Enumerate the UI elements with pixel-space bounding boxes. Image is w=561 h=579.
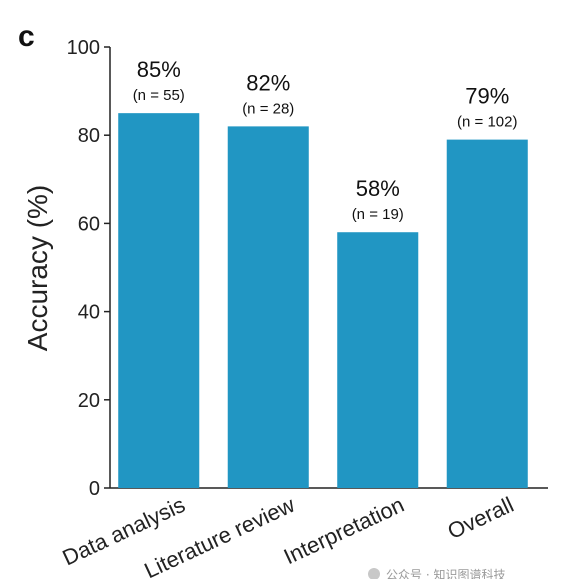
bar <box>118 113 200 489</box>
bar <box>337 232 419 488</box>
bar <box>227 126 309 488</box>
bar-n-label: (n = 28) <box>242 100 294 117</box>
watermark-text: 公众号 · 知识图谱科技 <box>386 568 505 579</box>
bar-value-label: 85% <box>137 57 181 82</box>
category-label: Overall <box>444 492 518 544</box>
y-tick-label: 40 <box>78 302 100 324</box>
bar-labels: 85% (n = 55) 82% (n = 28) 58% (n = 19) 79% (n =… <box>133 57 518 223</box>
bar <box>446 139 528 489</box>
bar-value-label: 79% <box>465 84 509 109</box>
wechat-icon <box>368 568 380 579</box>
y-tick-label: 80 <box>78 125 100 147</box>
y-tick-label: 20 <box>78 390 100 412</box>
bars <box>118 113 528 489</box>
y-axis: 0 20 40 60 80 100 <box>67 37 111 500</box>
watermark: 公众号 · 知识图谱科技 <box>368 568 505 579</box>
panel-label: c <box>18 20 35 53</box>
y-axis-title: Accuracy (%) <box>22 185 53 351</box>
bar-n-label: (n = 102) <box>457 114 517 131</box>
bar-value-label: 58% <box>356 176 400 201</box>
category-label: Interpretation <box>280 492 408 569</box>
bar-n-label: (n = 19) <box>352 206 404 223</box>
y-tick-label: 100 <box>67 37 100 59</box>
y-tick-label: 60 <box>78 213 100 235</box>
bar-n-label: (n = 55) <box>133 87 185 104</box>
y-tick-label: 0 <box>89 478 100 500</box>
bar-value-label: 82% <box>246 70 290 95</box>
